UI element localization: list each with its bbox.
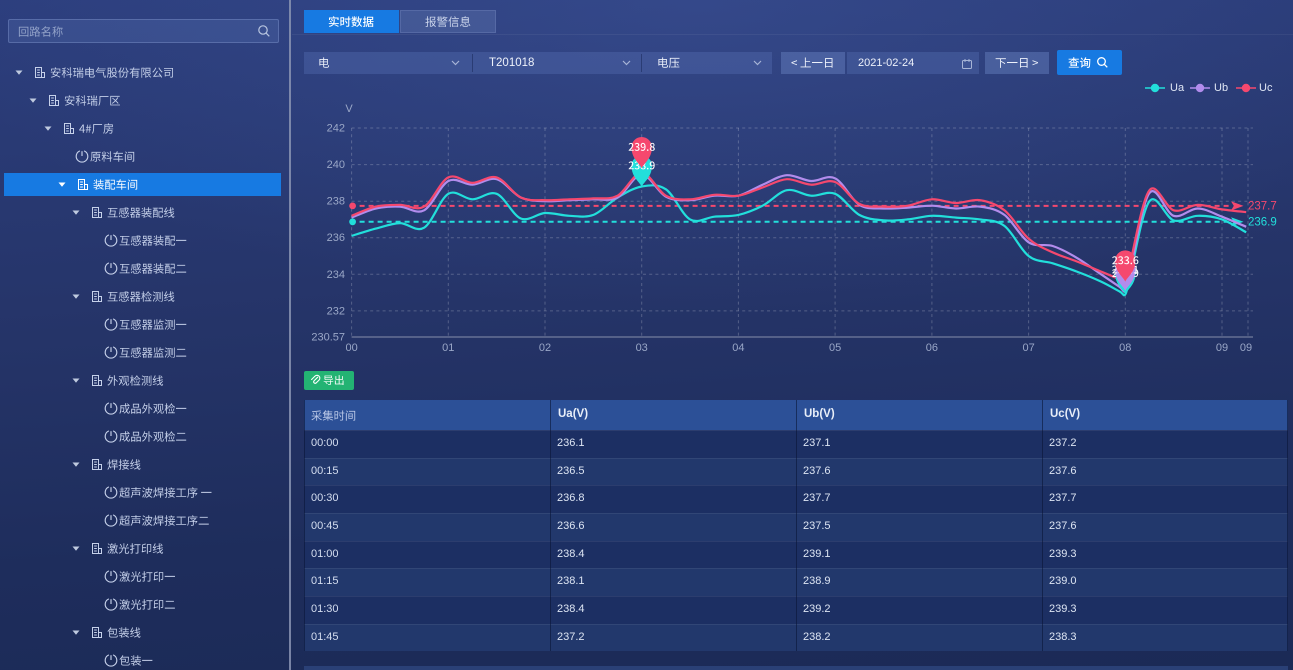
- svg-text:236.9: 236.9: [1248, 217, 1277, 229]
- svg-text:238: 238: [327, 196, 345, 208]
- svg-text:03: 03: [636, 342, 648, 354]
- svg-text:240: 240: [327, 159, 345, 171]
- svg-text:04: 04: [732, 342, 744, 354]
- svg-text:234: 234: [327, 269, 345, 281]
- svg-text:09: 09: [1216, 342, 1228, 354]
- svg-text:07: 07: [1022, 342, 1034, 354]
- svg-text:08: 08: [1119, 342, 1131, 354]
- svg-text:05: 05: [829, 342, 841, 354]
- svg-text:242: 242: [327, 123, 345, 135]
- svg-text:232: 232: [327, 305, 345, 317]
- svg-text:237.7: 237.7: [1248, 201, 1277, 213]
- svg-text:02: 02: [539, 342, 551, 354]
- svg-text:01: 01: [442, 342, 454, 354]
- svg-text:V: V: [345, 103, 353, 115]
- svg-text:230.57: 230.57: [311, 332, 345, 344]
- svg-text:00: 00: [345, 342, 357, 354]
- svg-text:236: 236: [327, 232, 345, 244]
- svg-text:09: 09: [1240, 342, 1252, 354]
- svg-text:06: 06: [926, 342, 938, 354]
